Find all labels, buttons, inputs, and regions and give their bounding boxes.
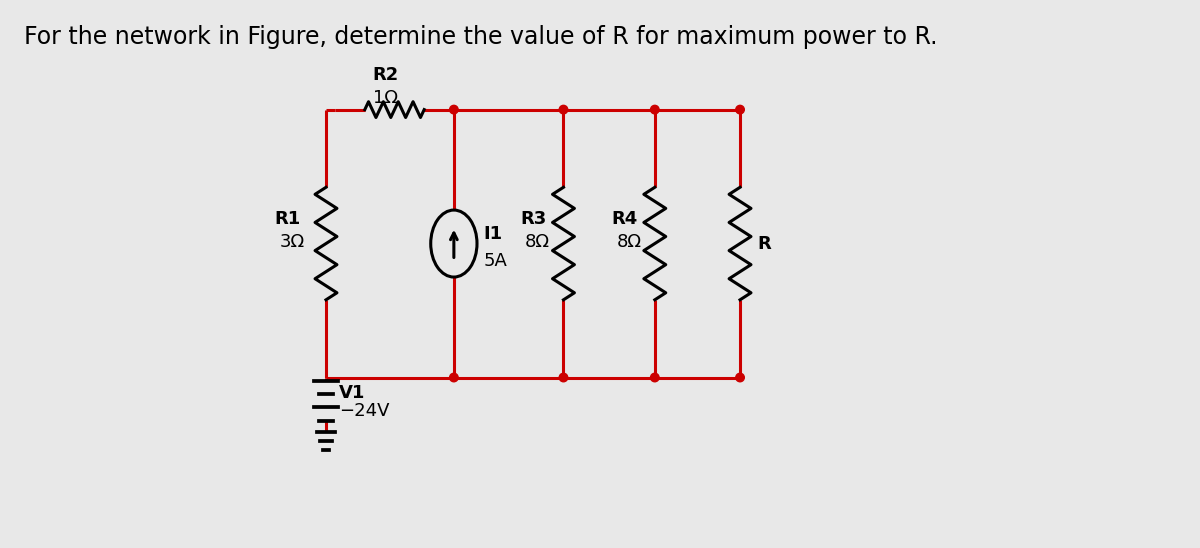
Text: −24V: −24V [340,402,390,420]
Text: R4: R4 [612,210,637,229]
Circle shape [736,105,744,114]
Circle shape [650,373,659,382]
Text: 1Ω: 1Ω [373,89,398,106]
Text: R: R [757,235,770,253]
Text: 3Ω: 3Ω [280,233,305,251]
Text: For the network in Figure, determine the value of R for maximum power to R.: For the network in Figure, determine the… [24,25,937,49]
Text: 8Ω: 8Ω [617,233,642,251]
Text: V1: V1 [340,384,366,402]
Text: I1: I1 [484,225,503,243]
Text: 8Ω: 8Ω [526,233,550,251]
Circle shape [450,105,458,114]
Text: R2: R2 [372,66,398,84]
Text: R1: R1 [274,210,300,229]
Text: 5A: 5A [484,252,506,270]
Circle shape [736,373,744,382]
Circle shape [450,373,458,382]
Circle shape [559,105,568,114]
Circle shape [559,373,568,382]
Text: R3: R3 [520,210,546,229]
Circle shape [650,105,659,114]
